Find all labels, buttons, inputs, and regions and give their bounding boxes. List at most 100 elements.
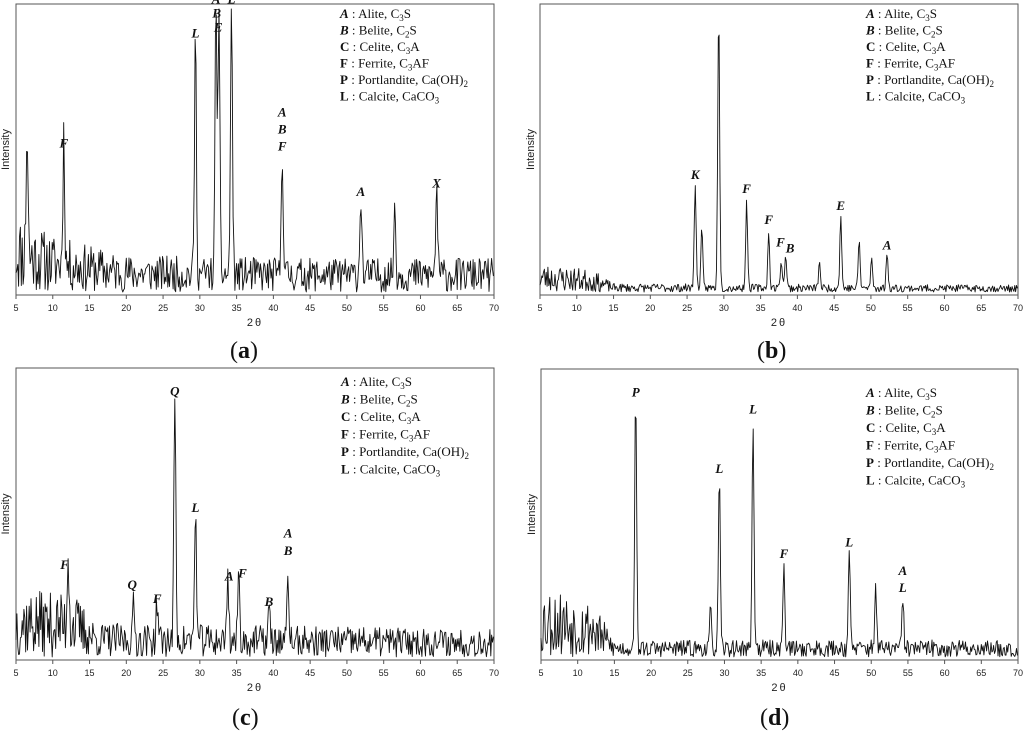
- peak-label: L: [898, 580, 907, 595]
- x-tick-label: 70: [1013, 303, 1023, 313]
- x-tick-label: 30: [195, 303, 205, 313]
- peak-label: E: [835, 198, 845, 213]
- legend-entry: L : Calcite, CaCO3​: [866, 89, 966, 106]
- x-tick-label: 5: [13, 668, 18, 678]
- x-tick-label: 10: [48, 303, 58, 313]
- peak-label: B: [283, 543, 293, 558]
- x-tick-label: 35: [756, 303, 766, 313]
- peak-label: F: [763, 212, 773, 227]
- peak-label: A: [882, 238, 892, 253]
- peak-label: X: [431, 175, 441, 190]
- x-tick-label: 55: [903, 668, 913, 678]
- plot-frame: [539, 3, 1019, 296]
- x-tick-label: 65: [452, 668, 462, 678]
- x-tick-label: 15: [85, 668, 95, 678]
- x-tick-label: 60: [939, 303, 949, 313]
- x-tick-label: 65: [452, 303, 462, 313]
- peak-label: L: [844, 535, 853, 550]
- x-tick-label: 15: [609, 668, 619, 678]
- x-tick-label: 65: [976, 303, 986, 313]
- x-tick-label: 10: [573, 668, 583, 678]
- x-tick-label: 35: [756, 668, 766, 678]
- x-tick-label: 50: [866, 303, 876, 313]
- x-tick-label: 60: [415, 303, 425, 313]
- peak-label: A: [277, 105, 287, 120]
- phase-legend: A : Alite, C3​SB : Belite, C2​SC : Celit…: [865, 385, 994, 490]
- panel-label-c: (c): [232, 705, 259, 731]
- legend-entry: B : Belite, C2​S: [865, 23, 943, 40]
- x-tick-label: 50: [342, 668, 352, 678]
- x-tick-label: 10: [48, 668, 58, 678]
- chart-panel-b: 5 10 15 20 25 30 35 40 45 50 55 60 65 70 2θ Intensity K L…: [525, 0, 1023, 329]
- legend-entry: L : Calcite, CaCO3​: [341, 462, 441, 479]
- x-tick-label: 40: [268, 303, 278, 313]
- x-tick-label: 65: [976, 668, 986, 678]
- legend-entry: P : Portlandite, Ca(OH)2​: [341, 444, 469, 461]
- peak-label: F: [741, 181, 751, 196]
- peak-label: E: [213, 20, 223, 35]
- x-tick-label: 55: [379, 668, 389, 678]
- x-tick-label: 45: [829, 303, 839, 313]
- x-tick-label: 25: [683, 668, 693, 678]
- legend-entry: A : Alite, C3​S: [339, 6, 411, 23]
- plot-frame: [15, 367, 495, 661]
- legend-entry: P : Portlandite, Ca(OH)2​: [866, 455, 994, 472]
- chart-panel-a: 5 10 15 20 25 30 35 40 45 50 55 60 65 70 2θ Intensity F L…: [0, 0, 499, 329]
- y-axis-label: Intensity: [525, 129, 537, 170]
- legend-entry: F : Ferrite, C3​AF: [341, 427, 430, 444]
- x-tick-label: 5: [537, 303, 542, 313]
- peak-label: P: [632, 385, 641, 400]
- xrd-pattern-line: [539, 34, 1018, 293]
- x-tick-label: 20: [646, 668, 656, 678]
- legend-entry: C : Celite, C3​A: [340, 39, 420, 56]
- panel-label-a: (a): [230, 338, 258, 364]
- legend-entry: A : Alite, C3​S: [340, 374, 412, 391]
- legend-entry: L : Calcite, CaCO3​: [866, 473, 966, 490]
- x-tick-label: 30: [719, 303, 729, 313]
- phase-legend: A : Alite, C3​SB : Belite, C2​SC : Celit…: [865, 6, 994, 106]
- legend-entry: C : Celite, C3​A: [341, 409, 421, 426]
- legend-entry: F : Ferrite, C3​AF: [340, 56, 429, 73]
- x-tick-label: 55: [379, 303, 389, 313]
- peak-label: F: [237, 565, 247, 580]
- x-tick-label: 15: [609, 303, 619, 313]
- legend-entry: B : Belite, C2​S: [339, 23, 417, 40]
- x-tick-label: 70: [1013, 668, 1023, 678]
- x-tick-label: 40: [793, 668, 803, 678]
- x-tick-label: 20: [121, 668, 131, 678]
- peak-label: Q: [127, 577, 137, 592]
- x-tick-label: 5: [13, 303, 18, 313]
- peak-label: F: [779, 546, 789, 561]
- peak-label: L: [226, 0, 235, 6]
- x-tick-label: 15: [85, 303, 95, 313]
- xrd-pattern-line: [15, 8, 494, 293]
- x-tick-label: 35: [232, 668, 242, 678]
- legend-entry: F : Ferrite, C3​AF: [866, 438, 955, 455]
- x-axis-label: 2θ: [771, 682, 787, 694]
- x-tick-label: 70: [489, 668, 499, 678]
- x-tick-label: 40: [792, 303, 802, 313]
- peak-label: F: [775, 235, 785, 250]
- peak-label: A: [897, 563, 907, 578]
- y-axis-label: Intensity: [526, 494, 538, 535]
- xrd-pattern-line: [540, 416, 1018, 658]
- peak-label: B: [277, 122, 287, 137]
- peak-label: A: [356, 184, 366, 199]
- plot-frame: [15, 3, 495, 296]
- x-tick-label: 25: [682, 303, 692, 313]
- peak-label: F: [277, 139, 287, 154]
- x-tick-label: 25: [158, 303, 168, 313]
- peak-label: A: [211, 0, 221, 6]
- peak-label: B: [785, 240, 795, 255]
- x-axis-label: 2θ: [247, 682, 263, 694]
- x-tick-label: 20: [645, 303, 655, 313]
- x-tick-label: 30: [719, 668, 729, 678]
- x-tick-label: 45: [305, 668, 315, 678]
- peak-label: L: [714, 0, 723, 1]
- x-tick-label: 5: [538, 668, 543, 678]
- x-tick-label: 55: [903, 303, 913, 313]
- x-tick-label: 10: [572, 303, 582, 313]
- x-tick-label: 25: [158, 668, 168, 678]
- legend-entry: P : Portlandite, Ca(OH)2​: [866, 72, 994, 89]
- legend-entry: P : Portlandite, Ca(OH)2​: [340, 72, 468, 89]
